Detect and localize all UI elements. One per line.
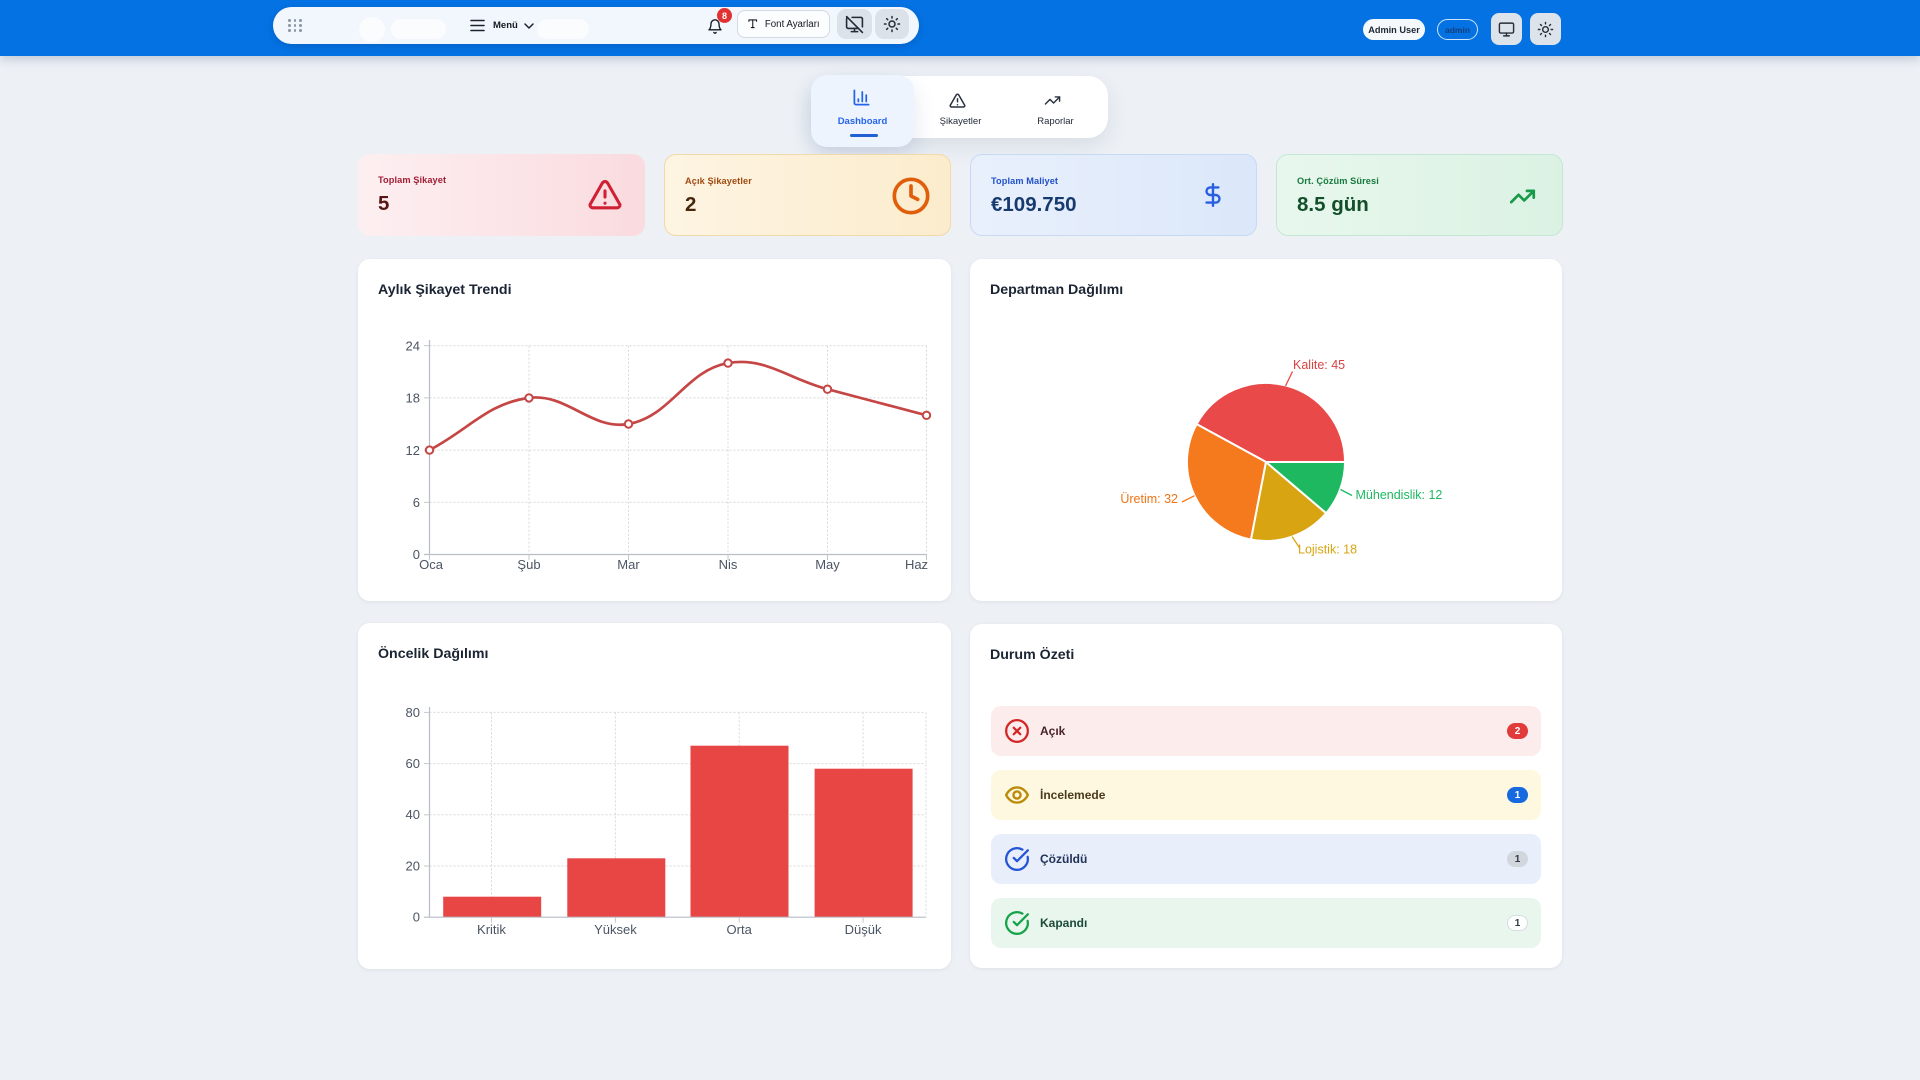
svg-text:40: 40 xyxy=(406,807,420,822)
svg-text:Düşük: Düşük xyxy=(845,922,882,937)
svg-text:Kalite: 45: Kalite: 45 xyxy=(1293,358,1345,372)
svg-text:0: 0 xyxy=(413,547,420,562)
svg-text:80: 80 xyxy=(406,705,420,720)
svg-text:Lojistik: 18: Lojistik: 18 xyxy=(1298,543,1357,557)
svg-text:Üretim: 32: Üretim: 32 xyxy=(1120,492,1178,506)
svg-text:Orta: Orta xyxy=(727,922,753,937)
svg-text:18: 18 xyxy=(406,391,420,406)
svg-text:Haz: Haz xyxy=(905,557,928,572)
svg-text:6: 6 xyxy=(413,495,420,510)
svg-text:Nis: Nis xyxy=(719,557,738,572)
svg-text:0: 0 xyxy=(413,910,420,925)
svg-text:Yüksek: Yüksek xyxy=(594,922,637,937)
svg-text:Mar: Mar xyxy=(617,557,640,572)
svg-text:24: 24 xyxy=(406,338,420,353)
svg-text:Şub: Şub xyxy=(517,557,540,572)
svg-text:12: 12 xyxy=(406,443,420,458)
svg-text:Kritik: Kritik xyxy=(477,922,506,937)
svg-text:60: 60 xyxy=(406,756,420,771)
svg-text:May: May xyxy=(815,557,840,572)
svg-text:Mühendislik: 12: Mühendislik: 12 xyxy=(1356,488,1443,502)
svg-text:20: 20 xyxy=(406,858,420,873)
svg-text:Oca: Oca xyxy=(419,557,444,572)
